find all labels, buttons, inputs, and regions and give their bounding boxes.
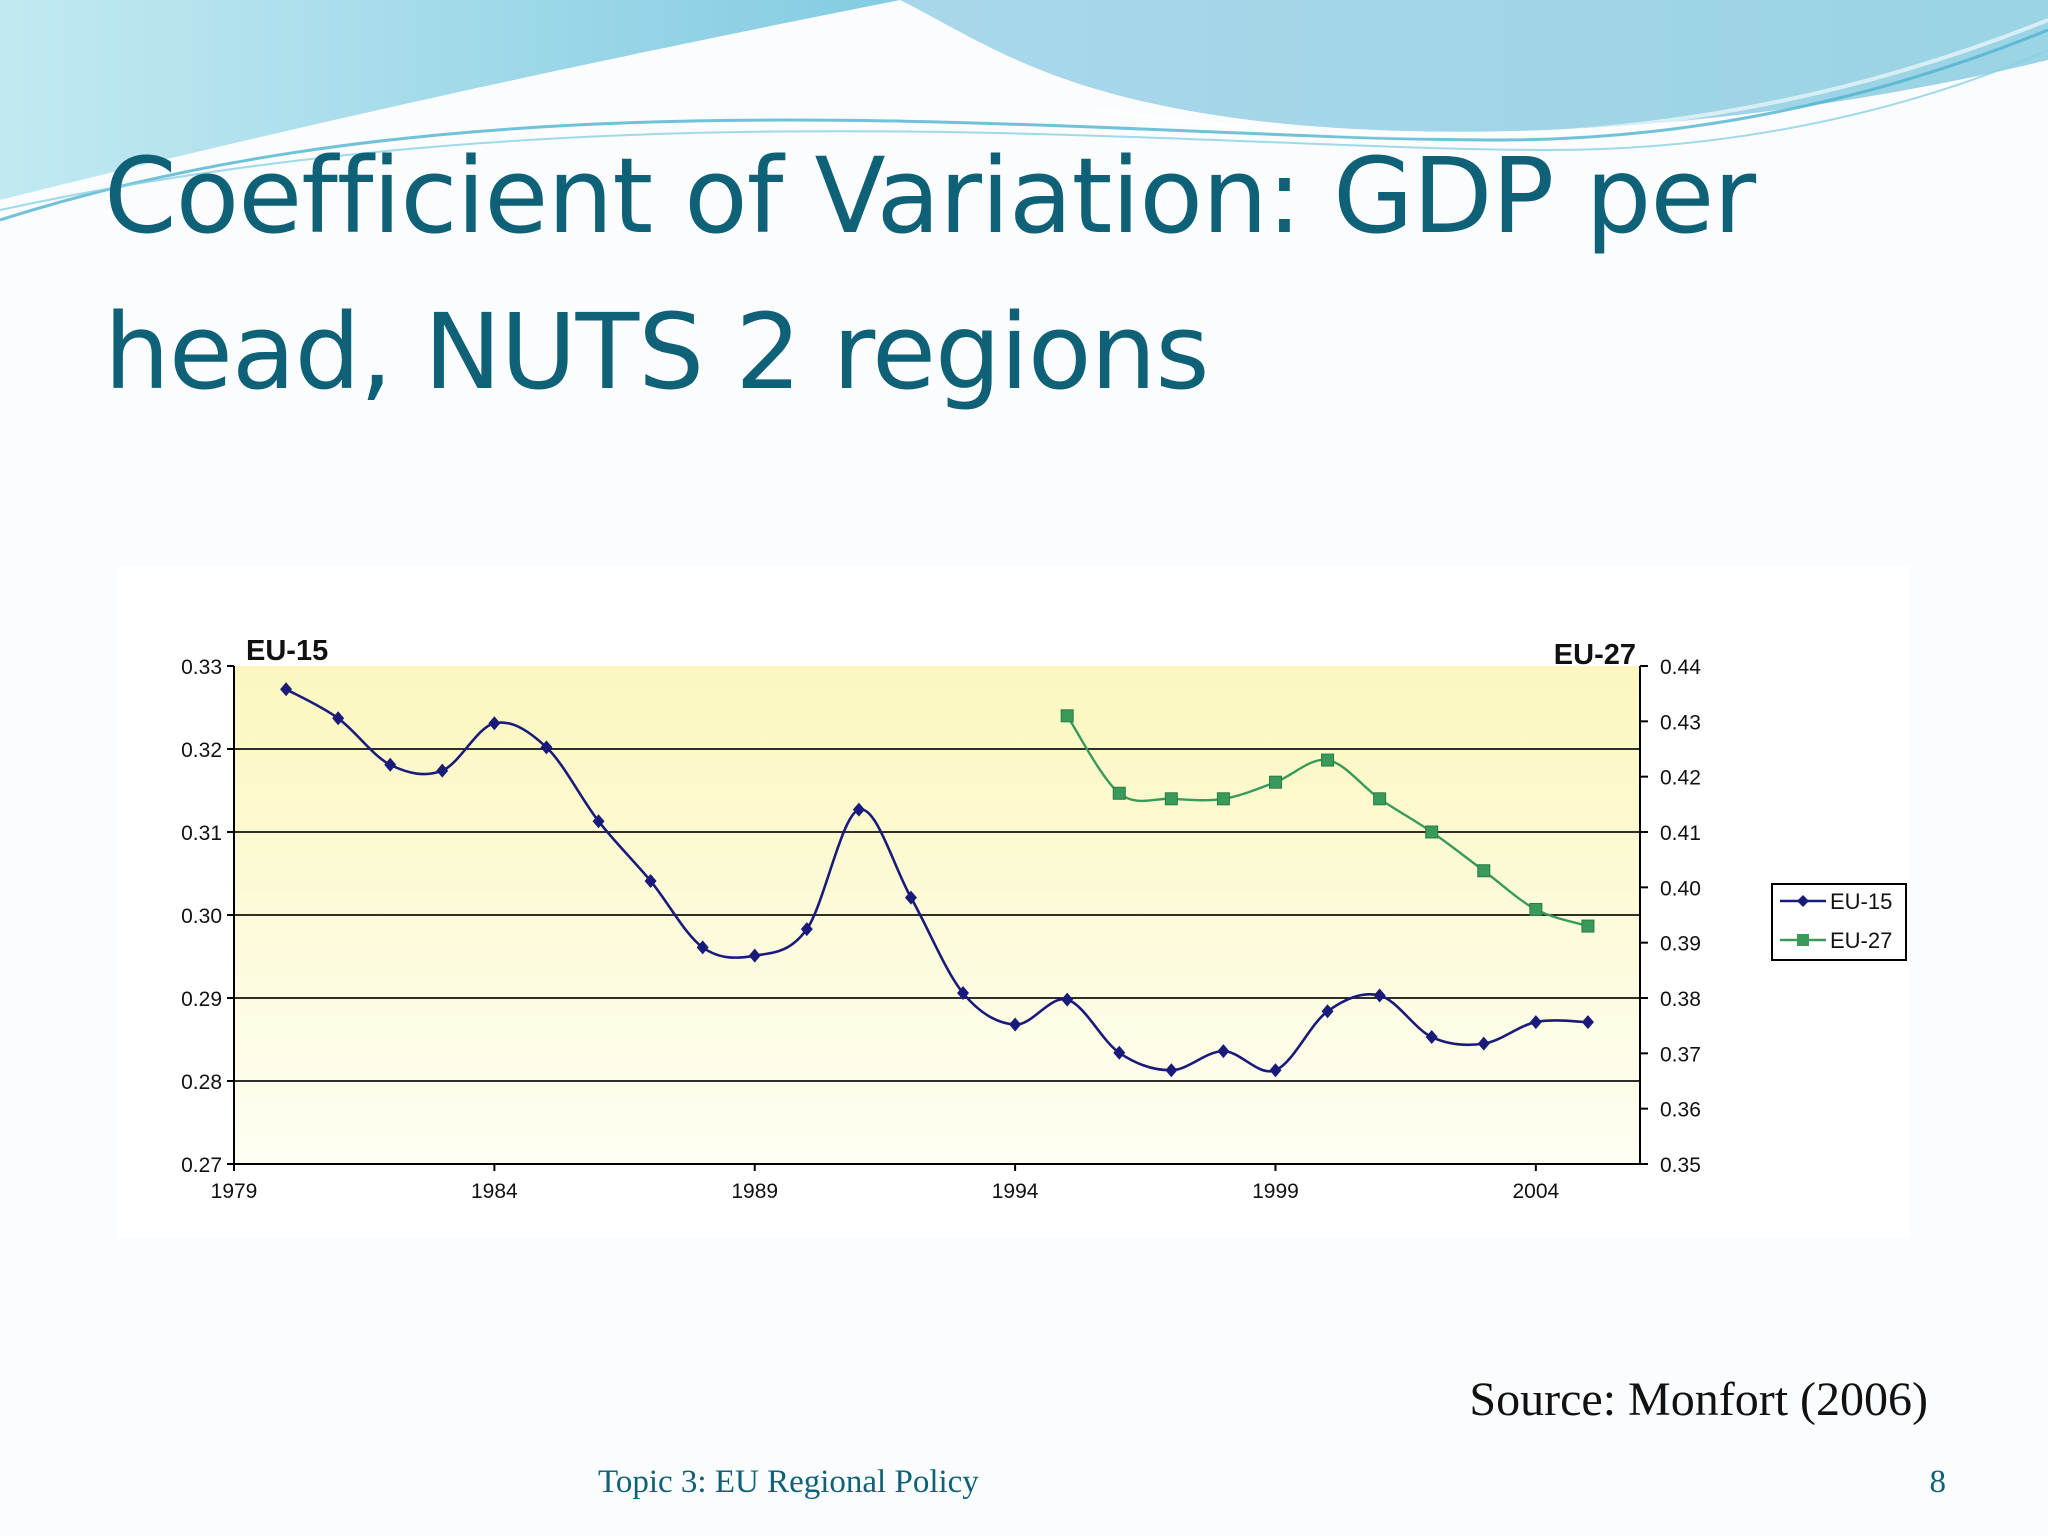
x-axis-ticks: 1979 1984 1989 1994 1999 2004 xyxy=(211,1164,1560,1203)
left-tick-label: 0.27 xyxy=(181,1154,222,1177)
data-point-eu15 xyxy=(280,682,293,697)
data-point-eu15 xyxy=(852,802,865,817)
right-tick-label: 0.38 xyxy=(1660,988,1701,1011)
right-tick-label: 0.37 xyxy=(1660,1043,1701,1066)
data-point-eu15 xyxy=(957,986,970,1001)
data-point-eu15 xyxy=(1373,988,1386,1003)
legend-eu15-label: EU-15 xyxy=(1830,889,1892,914)
data-point-eu15 xyxy=(1321,1004,1334,1019)
right-tick-label: 0.39 xyxy=(1660,933,1701,956)
right-tick-label: 0.40 xyxy=(1660,877,1701,900)
left-tick-label: 0.30 xyxy=(181,905,222,928)
grid-lines xyxy=(234,748,1640,1082)
x-tick-label: 2004 xyxy=(1512,1180,1559,1203)
data-point-eu15 xyxy=(592,814,605,829)
data-point-eu15 xyxy=(1113,1045,1126,1060)
left-tick-label: 0.32 xyxy=(181,739,222,762)
data-point-eu27 xyxy=(1268,775,1282,789)
x-tick-label: 1999 xyxy=(1252,1180,1299,1203)
x-tick-label: 1979 xyxy=(211,1180,258,1203)
right-tick-label: 0.44 xyxy=(1660,656,1701,679)
legend-eu27-marker xyxy=(1797,934,1809,946)
slide-title: Coefficient of Variation: GDP per head, … xyxy=(104,118,1984,430)
x-tick-label: 1994 xyxy=(992,1180,1039,1203)
data-point-eu15 xyxy=(384,757,397,772)
data-point-eu15 xyxy=(540,740,553,755)
left-tick-label: 0.31 xyxy=(181,822,222,845)
legend: EU-15 EU-27 xyxy=(1771,883,1907,961)
data-point-eu27 xyxy=(1216,792,1230,806)
data-point-eu27 xyxy=(1321,753,1335,767)
right-tick-label: 0.42 xyxy=(1660,767,1701,790)
data-point-eu15 xyxy=(1477,1036,1490,1051)
data-point-eu15 xyxy=(488,716,501,731)
x-tick-label: 1989 xyxy=(731,1180,778,1203)
left-axis-title: EU-15 xyxy=(246,635,328,667)
data-point-eu27 xyxy=(1477,864,1491,878)
data-point-eu15 xyxy=(1269,1063,1282,1078)
data-point-eu15 xyxy=(1009,1017,1022,1032)
data-point-eu27 xyxy=(1581,919,1595,933)
data-point-eu15 xyxy=(1165,1063,1178,1078)
title-line-2: head, NUTS 2 regions xyxy=(104,291,1210,413)
source-citation: Source: Monfort (2006) xyxy=(1469,1373,1928,1426)
right-axis-title: EU-27 xyxy=(1554,639,1636,671)
data-point-eu15 xyxy=(800,922,813,937)
title-line-1: Coefficient of Variation: GDP per xyxy=(104,135,1756,257)
background-waves xyxy=(0,0,2048,222)
left-tick-label: 0.28 xyxy=(181,1071,222,1094)
data-point-eu15 xyxy=(332,711,345,726)
data-point-eu15 xyxy=(1581,1015,1594,1030)
data-point-eu27 xyxy=(1112,786,1126,800)
data-point-eu27 xyxy=(1425,825,1439,839)
data-point-eu15 xyxy=(904,890,917,905)
left-tick-label: 0.29 xyxy=(181,988,222,1011)
data-point-eu15 xyxy=(1425,1030,1438,1045)
page-number: 8 xyxy=(1929,1464,1947,1500)
data-point-eu15 xyxy=(748,948,761,963)
series-line-eu15 xyxy=(285,688,1588,1073)
right-axis-ticks: 0.35 0.36 0.37 0.38 0.39 0.40 0.41 0.42 0.43 0.44 xyxy=(1640,656,1701,1177)
data-point-eu27 xyxy=(1373,792,1387,806)
footer-topic: Topic 3: EU Regional Policy xyxy=(598,1464,979,1500)
data-point-eu27 xyxy=(1164,792,1178,806)
legend-eu15-marker xyxy=(1797,895,1809,907)
right-tick-label: 0.36 xyxy=(1660,1099,1701,1122)
data-point-eu27 xyxy=(1529,902,1543,916)
x-tick-label: 1984 xyxy=(471,1180,518,1203)
coefficient-of-variation-chart: 0.270.280.290.300.310.320.33 0.350.360.3… xyxy=(181,635,1907,1203)
left-tick-label: 0.33 xyxy=(181,656,222,679)
data-point-eu15 xyxy=(436,763,449,778)
series-layer xyxy=(280,682,1595,1078)
right-tick-label: 0.43 xyxy=(1660,711,1701,734)
right-tick-label: 0.41 xyxy=(1660,822,1701,845)
data-point-eu15 xyxy=(1061,992,1074,1007)
data-point-eu15 xyxy=(1529,1015,1542,1030)
data-point-eu15 xyxy=(644,873,657,888)
left-axis-ticks: 0.27 0.28 0.29 0.30 0.31 0.32 0.33 xyxy=(181,656,234,1177)
legend-eu27-label: EU-27 xyxy=(1830,928,1892,953)
data-point-eu15 xyxy=(696,940,709,955)
right-tick-label: 0.35 xyxy=(1660,1154,1701,1177)
data-point-eu15 xyxy=(1217,1044,1230,1059)
legend-box xyxy=(1771,883,1907,961)
data-point-eu27 xyxy=(1060,709,1074,723)
